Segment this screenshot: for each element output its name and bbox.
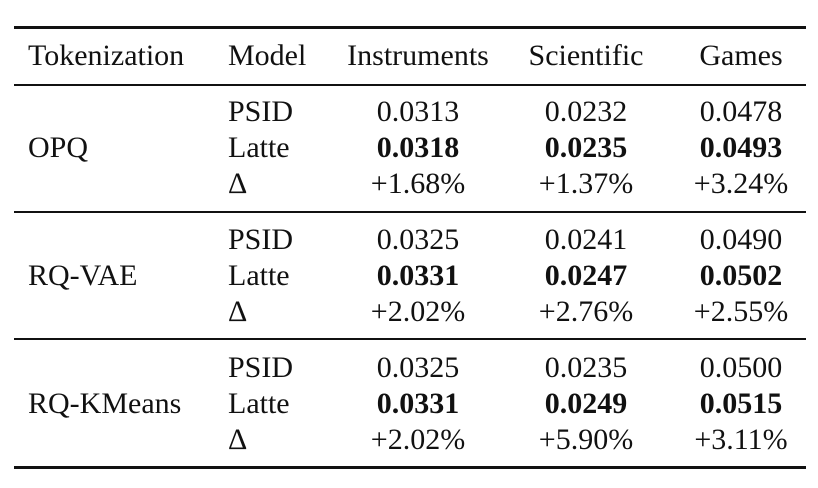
model-label: Latte — [228, 259, 290, 292]
value-cell: 0.0235 — [544, 131, 628, 164]
header-tokenization: Tokenization — [28, 39, 185, 72]
header-rule — [14, 84, 806, 86]
value-cell: 0.0241 — [544, 223, 628, 256]
value-cell: 0.0232 — [544, 95, 628, 128]
bottom-rule — [14, 466, 806, 469]
top-rule — [14, 26, 806, 29]
model-label: Latte — [228, 131, 290, 164]
value-cell: +2.02% — [370, 423, 466, 456]
value-cell: +2.76% — [538, 295, 634, 328]
model-label: Δ — [228, 423, 248, 456]
model-label: PSID — [228, 223, 294, 256]
value-cell: 0.0500 — [699, 351, 783, 384]
value-cell: 0.0515 — [699, 387, 783, 420]
value-cell: +3.24% — [693, 167, 789, 200]
tokenization-label: OPQ — [28, 131, 89, 164]
value-cell: 0.0247 — [544, 259, 628, 292]
model-label: Δ — [228, 295, 248, 328]
header-instruments: Instruments — [347, 39, 489, 72]
value-cell: 0.0331 — [376, 259, 460, 292]
tokenization-label: RQ-VAE — [28, 259, 138, 292]
header-model: Model — [228, 39, 307, 72]
model-label: PSID — [228, 95, 294, 128]
header-games: Games — [699, 39, 783, 72]
value-cell: +2.55% — [693, 295, 789, 328]
value-cell: 0.0325 — [376, 351, 460, 384]
value-cell: 0.0325 — [376, 223, 460, 256]
value-cell: 0.0249 — [544, 387, 628, 420]
value-cell: 0.0313 — [376, 95, 460, 128]
value-cell: 0.0490 — [699, 223, 783, 256]
model-label: Latte — [228, 387, 290, 420]
value-cell: +2.02% — [370, 295, 466, 328]
model-label: Δ — [228, 167, 248, 200]
value-cell: 0.0502 — [699, 259, 783, 292]
value-cell: 0.0478 — [699, 95, 783, 128]
value-cell: +3.11% — [694, 423, 788, 456]
group-divider-rule — [14, 338, 806, 340]
header-scientific: Scientific — [528, 39, 644, 72]
tokenization-label: RQ-KMeans — [28, 387, 182, 420]
value-cell: +5.90% — [538, 423, 634, 456]
value-cell: 0.0493 — [699, 131, 783, 164]
value-cell: +1.37% — [538, 167, 634, 200]
value-cell: 0.0318 — [376, 131, 460, 164]
value-cell: +1.68% — [370, 167, 466, 200]
group-divider-rule — [14, 211, 806, 213]
value-cell: 0.0331 — [376, 387, 460, 420]
model-label: PSID — [228, 351, 294, 384]
value-cell: 0.0235 — [544, 351, 628, 384]
